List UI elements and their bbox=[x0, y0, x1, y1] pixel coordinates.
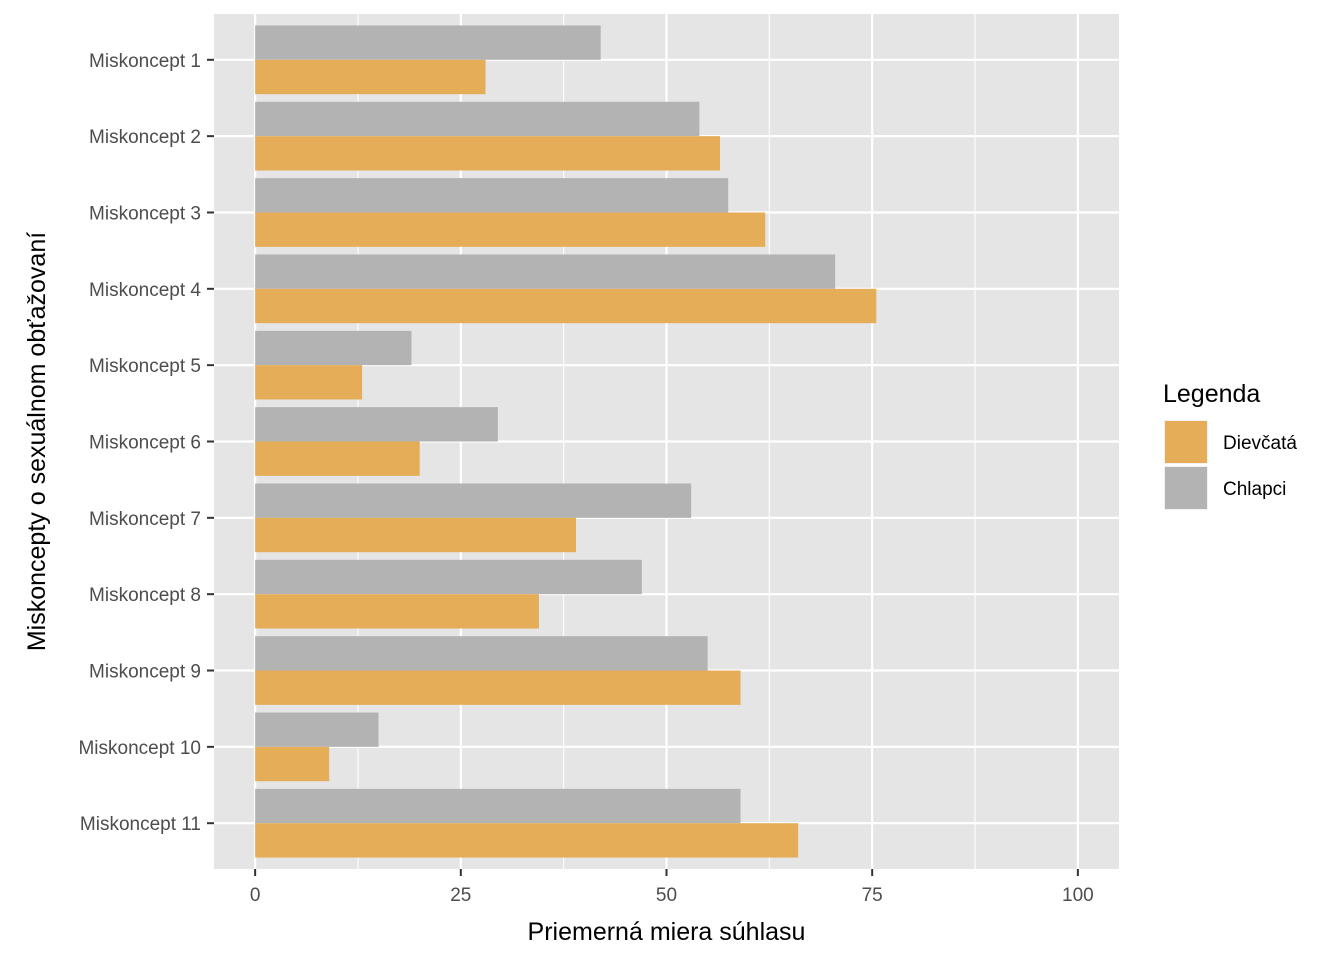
legend-label: Chlapci bbox=[1223, 479, 1286, 500]
y-tick-label: Miskoncept 4 bbox=[89, 280, 201, 301]
bar-dievcata bbox=[255, 823, 799, 858]
y-tick-label: Miskoncept 5 bbox=[89, 356, 201, 377]
y-tick-label: Miskoncept 11 bbox=[80, 814, 201, 835]
y-tick-label: Miskoncept 7 bbox=[89, 509, 201, 530]
legend-key bbox=[1165, 421, 1207, 463]
x-axis: 0 25 50 75 100 bbox=[250, 869, 1094, 906]
bar-chlapci bbox=[255, 483, 692, 518]
y-tick-label: Miskoncept 3 bbox=[89, 203, 201, 224]
y-axis-title: Miskoncepty o sexuálnom obťažovaní bbox=[23, 232, 51, 651]
bar-dievcata bbox=[255, 365, 363, 400]
bar-chlapci bbox=[255, 559, 642, 595]
legend-label: Dievčatá bbox=[1223, 433, 1297, 454]
bar-chlapci bbox=[255, 788, 741, 824]
y-axis: Miskoncept 1 Miskoncept 2 Miskoncept 3 Misk… bbox=[78, 51, 214, 835]
bars bbox=[255, 25, 877, 858]
y-tick-label: Miskoncept 6 bbox=[89, 433, 201, 454]
y-tick-label: Miskoncept 8 bbox=[89, 585, 201, 606]
bar-chlapci bbox=[255, 330, 412, 366]
y-tick-label: Miskoncept 1 bbox=[89, 51, 201, 72]
bar-chlapci bbox=[255, 407, 498, 442]
bar-chlapci bbox=[255, 636, 708, 671]
bar-dievcata bbox=[255, 212, 766, 247]
y-tick-label: Miskoncept 2 bbox=[89, 127, 201, 148]
bar-dievcata bbox=[255, 594, 539, 629]
bar-chlapci bbox=[255, 712, 379, 747]
x-tick-label: 100 bbox=[1062, 885, 1094, 906]
x-tick-label: 50 bbox=[656, 885, 677, 906]
legend-key bbox=[1165, 467, 1207, 509]
y-tick-label: Miskoncept 9 bbox=[89, 662, 201, 683]
x-tick-label: 0 bbox=[250, 885, 261, 906]
bar-dievcata bbox=[255, 746, 330, 782]
bar-dievcata bbox=[255, 288, 877, 324]
bar-dievcata bbox=[255, 441, 420, 476]
x-axis-title: Priemerná miera súhlasu bbox=[528, 918, 806, 946]
legend-title: Legenda bbox=[1163, 380, 1260, 408]
bar-dievcata bbox=[255, 136, 720, 171]
y-tick-label: Miskoncept 10 bbox=[78, 738, 201, 759]
bar-chlapci bbox=[255, 101, 700, 137]
bar-chlapci bbox=[255, 25, 601, 60]
legend: Legenda Dievčatá Chlapci bbox=[1163, 380, 1297, 510]
bar-chlapci bbox=[255, 254, 836, 289]
bar-dievcata bbox=[255, 517, 577, 553]
bar-chlapci bbox=[255, 178, 729, 213]
bar-dievcata bbox=[255, 670, 741, 705]
bar-dievcata bbox=[255, 59, 486, 95]
x-tick-label: 25 bbox=[450, 885, 471, 906]
x-tick-label: 75 bbox=[862, 885, 883, 906]
